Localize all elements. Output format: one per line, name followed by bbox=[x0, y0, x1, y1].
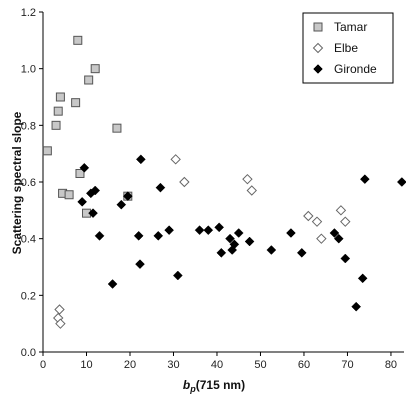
data-point-elbe bbox=[242, 173, 253, 185]
data-point-tamar bbox=[90, 64, 100, 74]
points-layer bbox=[42, 35, 406, 329]
x-axis-title: bp(715 nm) bbox=[183, 378, 245, 394]
legend: Tamar Elbe Gironde bbox=[302, 12, 394, 84]
data-point-gironde bbox=[396, 177, 406, 187]
y-tick-label: 0.8 bbox=[21, 120, 36, 132]
data-point-elbe bbox=[335, 205, 347, 216]
data-point-gironde bbox=[225, 233, 235, 244]
data-point-elbe bbox=[54, 304, 65, 315]
data-point-elbe bbox=[303, 210, 314, 222]
x-tick-label: 80 bbox=[385, 359, 397, 371]
data-point-tamar bbox=[73, 35, 83, 45]
x-axis-title-main: b bbox=[183, 378, 190, 392]
data-point-gironde bbox=[79, 162, 90, 173]
ticks-layer: 0 10 20 30 40 50 60 70 80 0.0 0.2 0.4 0.6 0.8 1.0 1.2 bbox=[21, 7, 397, 371]
data-point-tamar bbox=[84, 75, 94, 85]
data-point-gironde bbox=[229, 239, 240, 250]
data-point-elbe bbox=[311, 216, 323, 227]
x-tick-label: 30 bbox=[167, 359, 179, 371]
data-point-tamar bbox=[55, 92, 65, 102]
data-point-gironde bbox=[227, 245, 238, 255]
data-point-gironde bbox=[333, 233, 344, 244]
x-tick-label: 70 bbox=[341, 359, 353, 371]
legend-label-tamar: Tamar bbox=[334, 20, 367, 34]
data-point-gironde bbox=[360, 174, 370, 185]
data-point-gironde bbox=[194, 225, 205, 236]
data-point-gironde bbox=[203, 225, 214, 236]
data-point-gironde bbox=[216, 247, 227, 258]
data-point-gironde bbox=[136, 154, 146, 165]
x-tick-label: 50 bbox=[254, 359, 266, 371]
data-point-gironde bbox=[286, 228, 296, 238]
data-point-gironde bbox=[357, 273, 368, 284]
data-point-gironde bbox=[94, 230, 105, 241]
y-tick-label: 0.6 bbox=[21, 177, 36, 189]
data-point-tamar bbox=[64, 190, 74, 200]
data-point-gironde bbox=[153, 230, 164, 241]
x-axis-title-sub: p bbox=[189, 384, 196, 394]
y-tick-label: 0.0 bbox=[21, 347, 36, 359]
x-tick-label: 0 bbox=[40, 359, 46, 371]
data-point-elbe bbox=[170, 154, 181, 165]
data-point-gironde bbox=[133, 230, 144, 241]
legend-marker-tamar bbox=[313, 22, 323, 32]
data-point-tamar bbox=[112, 123, 122, 133]
data-point-gironde bbox=[266, 245, 277, 255]
data-point-tamar bbox=[75, 169, 85, 178]
x-tick-label: 40 bbox=[211, 359, 223, 371]
legend-entries: Tamar Elbe Gironde bbox=[312, 20, 377, 76]
data-point-gironde bbox=[90, 185, 101, 196]
legend-label-gironde: Gironde bbox=[334, 62, 377, 76]
y-tick-label: 1.2 bbox=[21, 7, 36, 19]
data-point-elbe bbox=[246, 185, 257, 196]
x-tick-label: 10 bbox=[80, 359, 92, 371]
data-point-elbe bbox=[55, 318, 66, 329]
data-point-tamar bbox=[51, 120, 61, 130]
data-point-gironde bbox=[77, 196, 87, 207]
data-point-gironde bbox=[164, 225, 174, 236]
data-point-gironde bbox=[122, 191, 133, 202]
legend-marker-elbe bbox=[312, 42, 324, 54]
y-axis-title: Scattering spectral slope bbox=[10, 111, 24, 254]
data-point-gironde bbox=[116, 199, 127, 210]
data-point-gironde bbox=[296, 247, 307, 258]
x-tick-label: 20 bbox=[124, 359, 136, 371]
legend-label-elbe: Elbe bbox=[334, 41, 358, 55]
data-point-gironde bbox=[155, 182, 166, 193]
y-tick-label: 1.0 bbox=[21, 64, 36, 76]
x-tick-label: 60 bbox=[298, 359, 310, 371]
data-point-elbe bbox=[316, 233, 327, 244]
data-point-gironde bbox=[172, 270, 183, 281]
data-point-gironde bbox=[214, 222, 225, 233]
y-tick-label: 0.4 bbox=[21, 234, 36, 246]
data-point-tamar bbox=[42, 146, 52, 156]
data-point-tamar bbox=[71, 98, 81, 108]
legend-marker-gironde bbox=[313, 64, 323, 74]
data-point-gironde bbox=[88, 208, 98, 219]
data-point-gironde bbox=[233, 228, 244, 238]
x-axis-title-rest: (715 nm) bbox=[196, 378, 245, 392]
data-point-gironde bbox=[351, 301, 362, 312]
data-point-elbe bbox=[340, 216, 351, 227]
data-point-gironde bbox=[340, 253, 351, 264]
data-point-gironde bbox=[107, 279, 118, 289]
data-point-gironde bbox=[244, 236, 255, 247]
y-tick-label: 0.2 bbox=[21, 290, 36, 302]
data-point-elbe bbox=[179, 176, 190, 188]
data-point-gironde bbox=[135, 259, 145, 270]
data-point-gironde bbox=[329, 228, 340, 238]
data-point-tamar bbox=[53, 106, 63, 116]
